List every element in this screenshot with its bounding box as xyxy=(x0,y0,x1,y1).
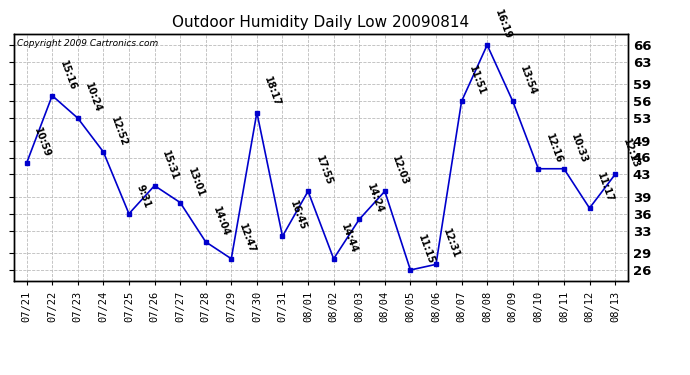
Title: Outdoor Humidity Daily Low 20090814: Outdoor Humidity Daily Low 20090814 xyxy=(172,15,469,30)
Text: 12:31: 12:31 xyxy=(442,228,462,260)
Text: 17:55: 17:55 xyxy=(314,154,333,187)
Text: 11:17: 11:17 xyxy=(595,171,615,204)
Text: 16:45: 16:45 xyxy=(288,200,308,232)
Text: 12:16: 12:16 xyxy=(544,132,564,165)
Text: 12:13: 12:13 xyxy=(621,138,640,170)
Text: 12:03: 12:03 xyxy=(391,154,411,187)
Text: 18:17: 18:17 xyxy=(262,76,282,108)
Text: Copyright 2009 Cartronics.com: Copyright 2009 Cartronics.com xyxy=(17,39,158,48)
Text: 15:16: 15:16 xyxy=(58,59,78,92)
Text: 11:51: 11:51 xyxy=(467,64,487,97)
Text: 10:59: 10:59 xyxy=(32,126,52,159)
Text: 12:52: 12:52 xyxy=(109,115,129,148)
Text: 11:15: 11:15 xyxy=(416,233,436,266)
Text: 10:24: 10:24 xyxy=(83,81,104,114)
Text: 15:31: 15:31 xyxy=(160,149,180,182)
Text: 10:33: 10:33 xyxy=(569,132,589,165)
Text: 9:31: 9:31 xyxy=(135,183,152,210)
Text: 13:01: 13:01 xyxy=(186,166,206,198)
Text: 16:19: 16:19 xyxy=(493,8,513,41)
Text: 14:44: 14:44 xyxy=(339,222,359,255)
Text: 13:54: 13:54 xyxy=(518,64,538,97)
Text: 14:24: 14:24 xyxy=(365,183,385,215)
Text: 14:04: 14:04 xyxy=(211,205,231,238)
Text: 12:47: 12:47 xyxy=(237,222,257,255)
